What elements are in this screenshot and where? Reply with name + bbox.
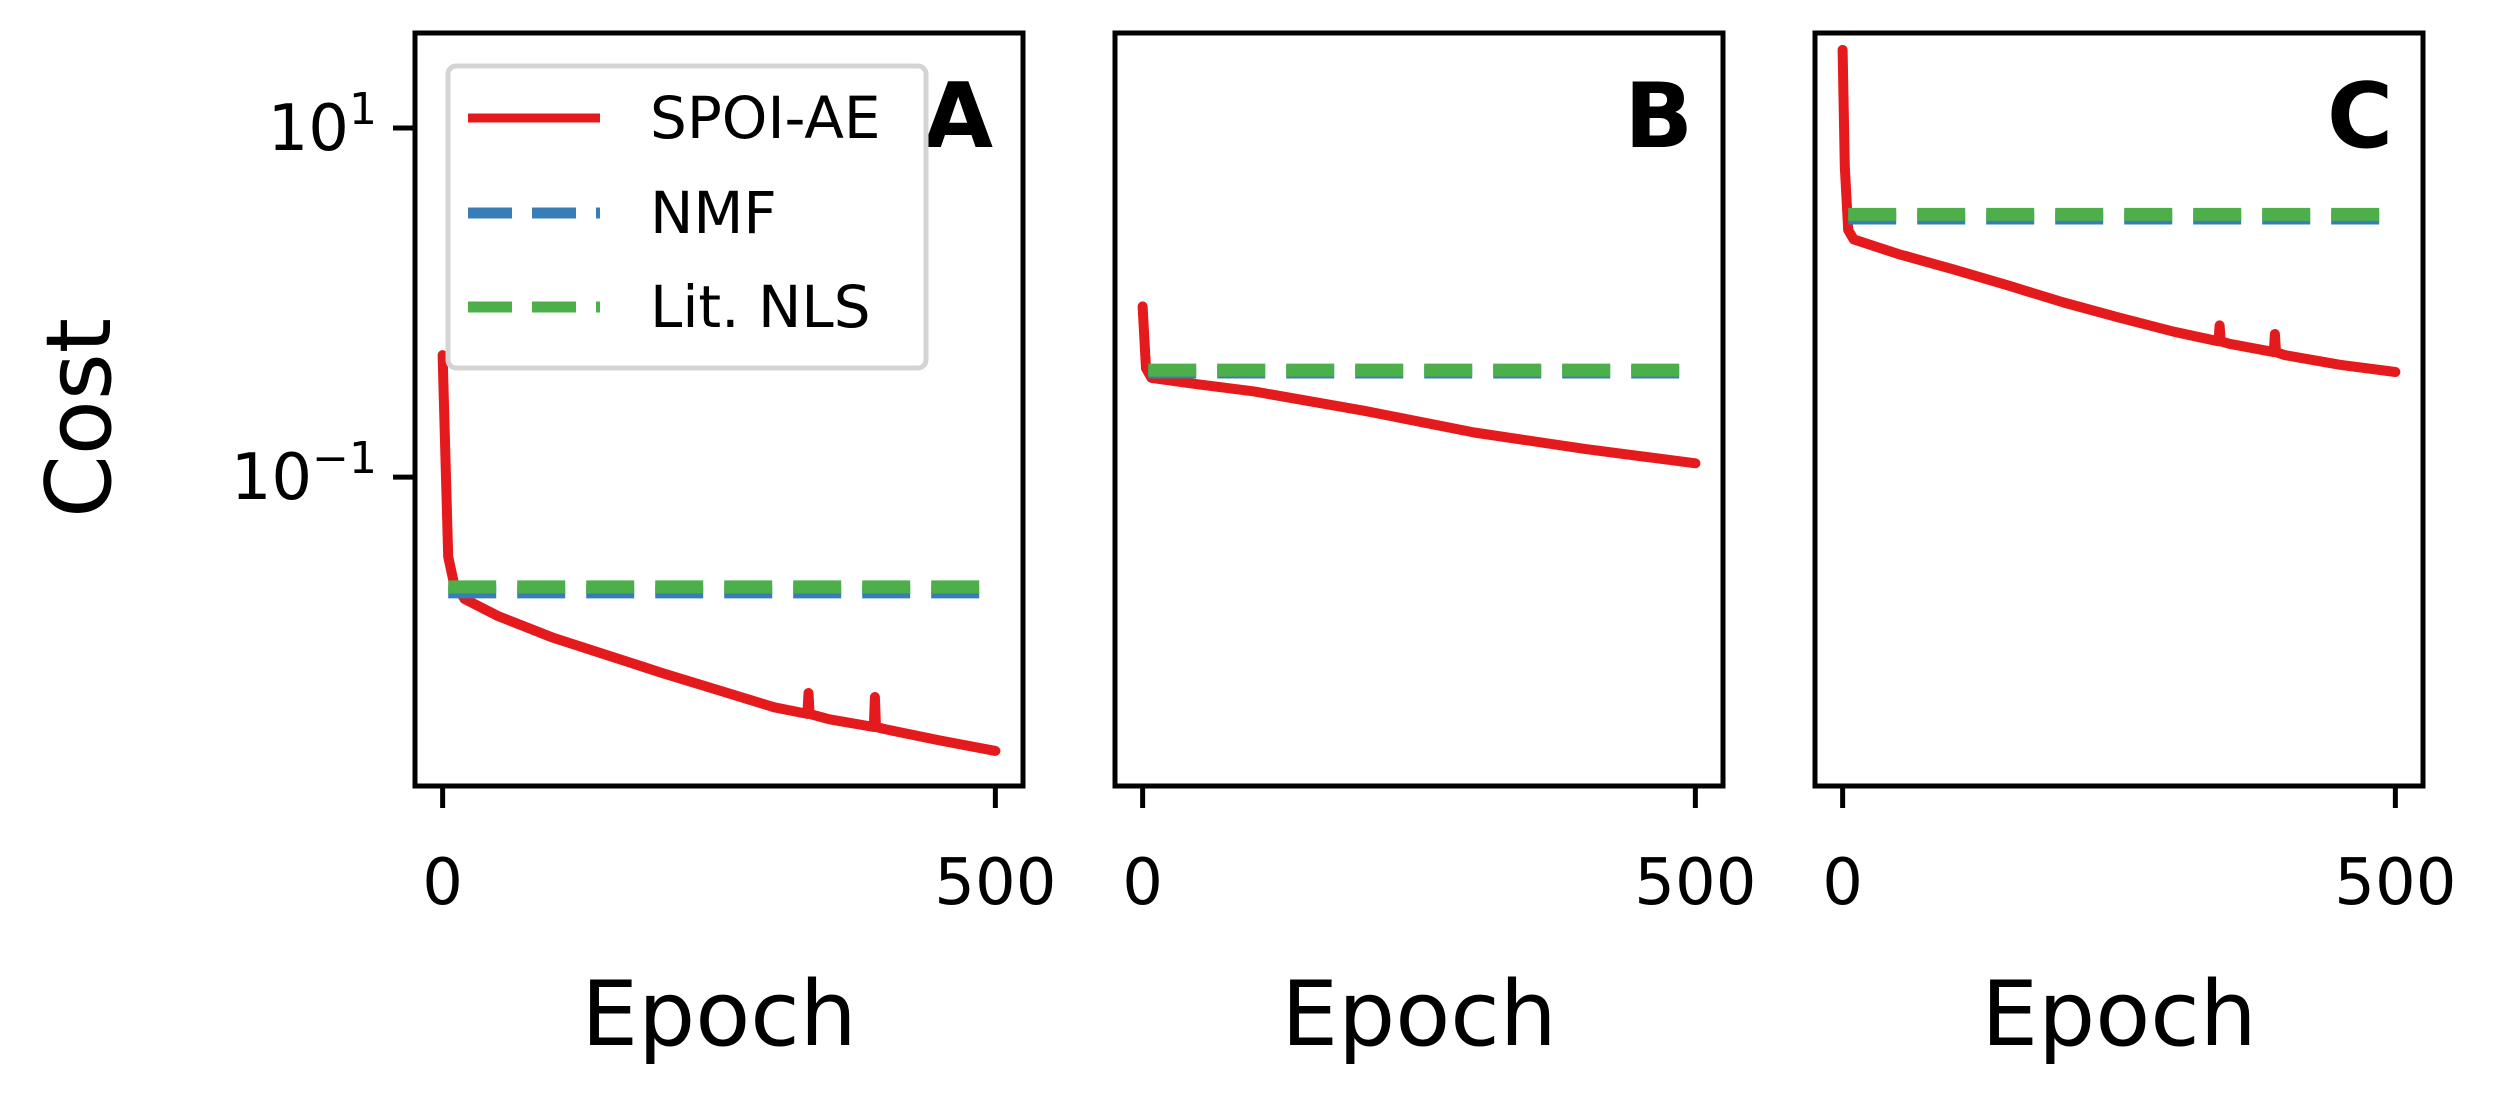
panel-c: 0 500 Epoch C — [1812, 30, 2456, 1067]
plot-frame-a — [412, 30, 1026, 789]
x-axis-label-b: Epoch — [1281, 962, 1557, 1067]
legend-box — [445, 63, 929, 371]
x-tick-label-b-1: 500 — [1634, 846, 1756, 920]
series-spoi-ae-c — [1837, 44, 2401, 377]
y-tick-base: 10 — [268, 92, 349, 166]
y-axis-label: Cost — [27, 318, 132, 518]
panel-label-a: A — [923, 64, 993, 169]
panel-label-c: C — [2327, 64, 2393, 169]
x-tick-label-c-0: 0 — [1822, 846, 1863, 920]
x-tick-label-a-1: 500 — [934, 846, 1056, 920]
y-tick-exponent: −1 — [312, 433, 377, 484]
series-spoi-ae-a — [437, 350, 1001, 756]
y-tick-label-a-0: 101 — [268, 84, 377, 166]
panel-label-b: B — [1624, 64, 1693, 169]
x-tick-label-c-1: 500 — [2334, 846, 2456, 920]
plot-frame-b — [1112, 30, 1726, 789]
x-axis-label-c: Epoch — [1981, 962, 2257, 1067]
series-group-b — [1137, 301, 1701, 469]
x-tick-label-a-0: 0 — [422, 846, 463, 920]
legend-label-spoi-ae: SPOI-AE — [650, 84, 881, 152]
x-axis-label-a: Epoch — [581, 962, 857, 1067]
legend-label-lit-nls: Lit. NLS — [650, 273, 871, 341]
legend-label-nmf: NMF — [650, 179, 777, 247]
legend: SPOI-AE NMF Lit. NLS — [445, 63, 929, 371]
panel-b: 0 500 Epoch B — [1112, 30, 1756, 1067]
y-tick-base: 10 — [231, 441, 312, 515]
series-spoi-ae-b — [1137, 301, 1701, 469]
y-tick-exponent: 1 — [349, 84, 377, 135]
y-tick-label-a-1: 10−1 — [231, 433, 377, 515]
plot-frame-c — [1812, 30, 2426, 789]
series-group-a — [437, 350, 1001, 756]
series-group-c — [1837, 44, 2401, 377]
x-tick-label-b-0: 0 — [1122, 846, 1163, 920]
